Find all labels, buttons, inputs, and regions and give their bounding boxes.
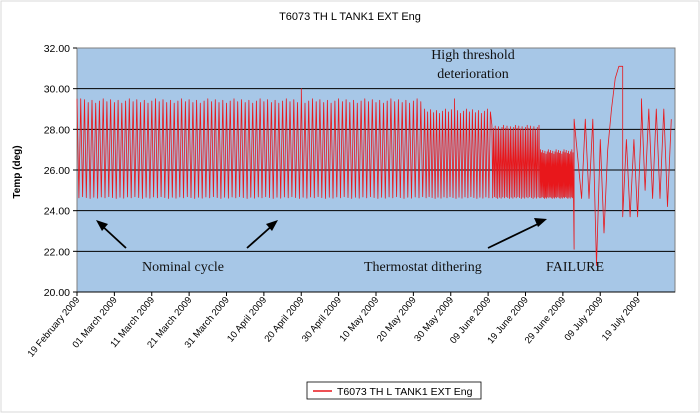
arrow-dithering <box>487 221 543 249</box>
y-tick-label: 26.00 <box>44 165 70 177</box>
series-line <box>76 65 672 266</box>
x-tick-label: 19 February 2009 <box>26 295 83 360</box>
y-tick-label: 30.00 <box>44 84 70 96</box>
y-tick-label: 20.00 <box>44 287 70 299</box>
legend-box <box>306 381 482 400</box>
arrowhead-nominal-left <box>96 220 108 231</box>
arrowhead-nominal-right <box>266 220 278 231</box>
x-tick-label: 19 July 2009 <box>600 295 643 343</box>
annotation-failure: FAILURE <box>546 260 604 275</box>
y-axis-label: Temp (deg) <box>12 145 23 198</box>
arrowhead-dithering <box>534 218 547 227</box>
legend: T6073 TH L TANK1 EXT Eng <box>306 381 482 400</box>
annotation-high-threshold-line2: deterioration <box>437 67 509 82</box>
annotation-high-threshold-line1: High threshold <box>431 48 515 63</box>
y-tick-label: 32.00 <box>44 43 70 55</box>
series-group <box>76 65 672 266</box>
legend-label: T6073 TH L TANK1 EXT Eng <box>337 386 473 398</box>
chart-title: T6073 TH L TANK1 EXT Eng <box>279 11 421 23</box>
annotation-group: High threshold deterioration Nominal cyc… <box>96 48 604 275</box>
y-tick-label: 28.00 <box>44 124 70 136</box>
y-tick-label: 24.00 <box>44 206 70 218</box>
y-tick-label: 22.00 <box>44 246 70 258</box>
annotation-nominal-cycle: Nominal cycle <box>142 260 224 275</box>
y-axis-ticks: 20.00 22.00 24.00 26.00 28.00 30.00 32.00 <box>44 43 77 299</box>
annotation-thermostat-dithering: Thermostat dithering <box>364 260 482 275</box>
